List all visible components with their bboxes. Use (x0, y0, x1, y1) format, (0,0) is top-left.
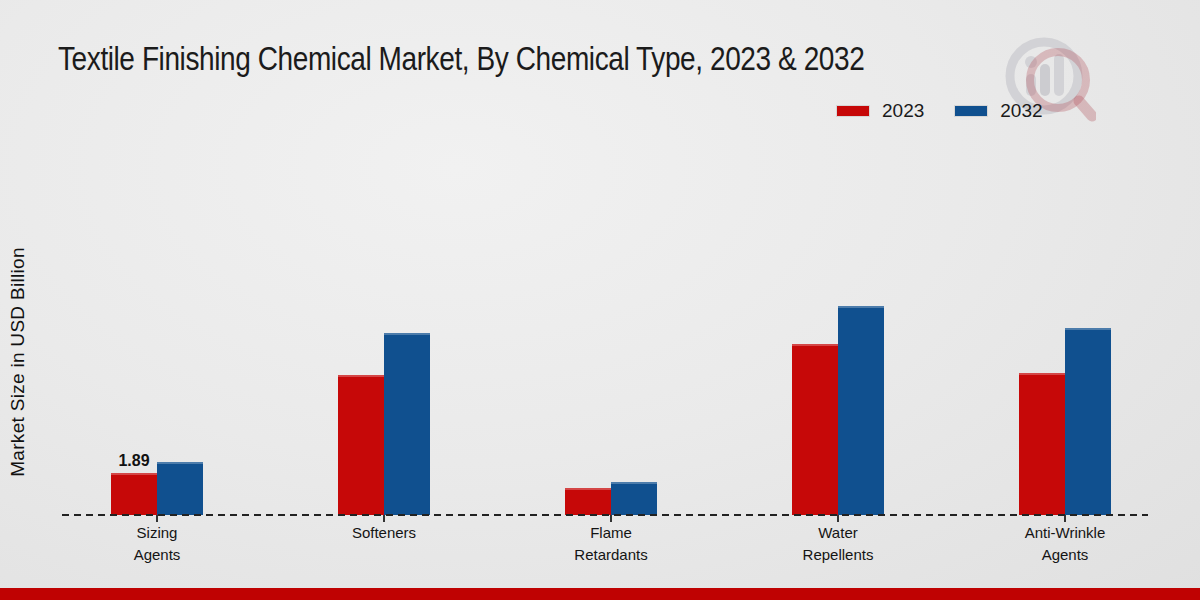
x-axis-tick (156, 515, 158, 522)
x-axis-tick (837, 515, 839, 522)
bar-2023-softeners (338, 375, 384, 515)
x-tick-label-water-repellents: WaterRepellents (758, 522, 918, 566)
bar-2032-softeners (384, 333, 430, 515)
bar-value-label: 1.89 (111, 452, 157, 470)
legend-item-2023: 2023 (836, 100, 924, 122)
bar-2032-sizing-agents (157, 462, 203, 515)
x-tick-label-anti-wrinkle-agents: Anti-WrinkleAgents (985, 522, 1145, 566)
x-axis-tick (383, 515, 385, 522)
x-axis-tick (1064, 515, 1066, 522)
x-axis-tick (610, 515, 612, 522)
x-tick-label-flame-retardants: FlameRetardants (531, 522, 691, 566)
legend-item-2032: 2032 (954, 100, 1042, 122)
legend-swatch-2023 (836, 105, 870, 117)
bar-2032-anti-wrinkle-agents (1065, 328, 1111, 515)
plot-area: SizingAgents Softeners FlameRetardants Wate… (0, 0, 1200, 600)
bar-2023-sizing-agents (111, 473, 157, 515)
x-tick-label-softeners: Softeners (304, 522, 464, 544)
legend-swatch-2032 (954, 105, 988, 117)
bar-2032-water-repellents (838, 306, 884, 515)
bar-2032-flame-retardants (611, 482, 657, 515)
bar-2023-flame-retardants (565, 488, 611, 515)
legend-label-2032: 2032 (1000, 100, 1042, 122)
chart-canvas: Textile Finishing Chemical Market, By Ch… (0, 0, 1200, 600)
x-axis-dashed-baseline (62, 514, 1148, 516)
legend: 2023 2032 (836, 100, 1043, 122)
legend-label-2023: 2023 (882, 100, 924, 122)
bar-2023-anti-wrinkle-agents (1019, 373, 1065, 515)
footer-accent-strip (0, 588, 1200, 600)
x-tick-label-sizing-agents: SizingAgents (77, 522, 237, 566)
bar-2023-water-repellents (792, 344, 838, 515)
